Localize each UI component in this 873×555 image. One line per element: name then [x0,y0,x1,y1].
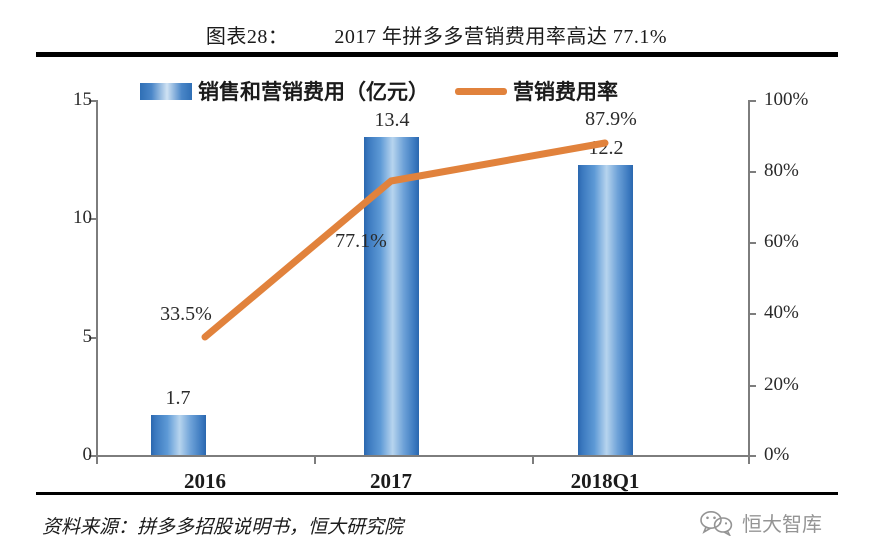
y-axis-left-label-15: 15 [73,89,92,110]
y-axis-right-label-60: 60% [764,231,799,252]
bar-2016[interactable] [151,415,206,455]
footer-rule [36,492,838,495]
y-tick-left-10 [89,218,97,220]
y-tick-right-40 [748,313,756,315]
y-tick-right-100 [748,100,756,102]
y-tick-left-5 [89,337,97,339]
y-axis-right-label-20: 20% [764,374,799,395]
y-tick-right-60 [748,242,756,244]
chart-container: 销售和营销费用（亿元） 营销费用率 15 10 5 0 100% 80% 60%… [0,62,873,493]
watermark: 恒大智库 [700,508,822,537]
x-axis-label-2017: 2017 [370,469,412,493]
x-tick-3 [748,455,750,464]
bar-2018q1[interactable] [578,165,633,455]
x-tick-1 [314,455,316,464]
legend-item-bar-series[interactable]: 销售和营销费用（亿元） [140,76,429,106]
chart-legend: 销售和营销费用（亿元） 营销费用率 [140,74,740,108]
figure-title-text: 2017 年拼多多营销费用率高达 77.1% [334,26,668,48]
y-axis-right-label-40: 40% [764,302,799,323]
y-axis-left-label-0: 0 [82,444,93,465]
x-axis-label-2016: 2016 [184,469,226,493]
y-tick-right-0 [748,455,756,457]
x-tick-2 [532,455,534,464]
y-axis-left-label-5: 5 [82,326,93,347]
y-tick-left-15 [89,100,97,102]
watermark-label: 恒大智库 [742,512,822,536]
x-tick-0 [96,455,98,464]
bar-value-label-2016: 1.7 [165,387,191,409]
source-note: 资料来源：拼多多招股说明书，恒大研究院 [42,516,404,538]
bar-value-label-2017: 13.4 [374,109,410,131]
y-axis-left-label-10: 10 [73,207,92,228]
plot-area: 15 10 5 0 100% 80% 60% 40% 20% 0% 1.7 13… [73,89,808,493]
header-rule [36,52,838,57]
y-tick-left-0 [89,455,97,457]
figure-header: 图表28： 2017 年拼多多营销费用率高达 77.1% [0,0,873,62]
legend-line-label: 营销费用率 [513,79,618,104]
bar-2017[interactable] [364,137,419,455]
legend-item-line-series[interactable]: 营销费用率 [455,76,618,106]
line-value-label-2017: 77.1% [335,230,387,252]
y-axis-left [96,100,98,456]
legend-bar-label: 销售和营销费用（亿元） [198,79,429,104]
y-tick-right-80 [748,171,756,173]
line-value-label-2018q1: 87.9% [585,108,637,130]
y-tick-right-20 [748,385,756,387]
legend-bar-swatch-icon [140,82,192,100]
legend-line-swatch-icon [455,87,507,95]
line-path [201,139,609,341]
y-axis-right-label-80: 80% [764,160,799,181]
y-axis-right [748,100,750,456]
x-axis-label-2018q1: 2018Q1 [570,469,640,493]
y-axis-right-label-100: 100% [764,89,809,110]
y-axis-right-label-0: 0% [764,444,790,465]
wechat-icon [700,510,733,536]
x-axis [96,455,750,457]
figure-index: 图表28： [205,26,289,48]
line-value-label-2016: 33.5% [160,303,212,325]
line-series-marketing-rate [201,139,609,341]
page-title: 图表28： 2017 年拼多多营销费用率高达 77.1% [0,20,873,49]
